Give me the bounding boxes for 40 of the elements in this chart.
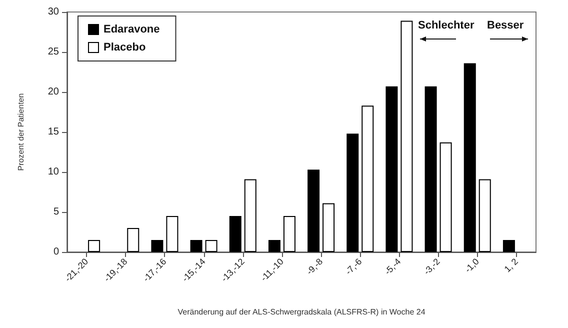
legend-label: Placebo bbox=[104, 42, 146, 54]
bar bbox=[440, 142, 452, 252]
bar bbox=[88, 240, 100, 252]
x-tick-label: 1, 2 bbox=[502, 256, 520, 274]
annotation: Besser bbox=[487, 20, 524, 32]
bar bbox=[151, 240, 164, 252]
bar bbox=[362, 106, 374, 252]
x-tick-label: -5,-4 bbox=[382, 256, 403, 277]
bar bbox=[190, 240, 202, 252]
bar bbox=[322, 203, 335, 252]
x-tick-label: -1,0 bbox=[462, 256, 481, 274]
bar bbox=[268, 240, 280, 252]
bar bbox=[127, 228, 140, 252]
bar bbox=[464, 63, 476, 252]
bar bbox=[166, 216, 178, 252]
x-tick-label: -3,-2 bbox=[422, 256, 442, 277]
bar bbox=[244, 179, 256, 252]
y-tick-label: 30 bbox=[48, 6, 60, 18]
annotation: Schlechter bbox=[418, 20, 475, 32]
bar bbox=[283, 216, 296, 252]
bar bbox=[478, 179, 491, 252]
x-tick-label: -7,-6 bbox=[344, 256, 364, 277]
bar bbox=[229, 216, 242, 252]
bar bbox=[400, 20, 413, 252]
y-tick-label: 25 bbox=[48, 46, 60, 58]
y-tick-label: 15 bbox=[48, 126, 60, 138]
y-tick-label: 10 bbox=[48, 166, 60, 178]
legend-label: Edaravone bbox=[104, 24, 160, 36]
bar bbox=[346, 134, 359, 252]
x-tick-label: -9,-8 bbox=[304, 256, 325, 277]
x-axis-title: Veränderung auf der ALS-Schwergradskala (ALSFRS-R) in Woche 24 bbox=[178, 308, 426, 316]
bar bbox=[424, 86, 437, 252]
bar bbox=[205, 240, 218, 252]
y-tick-label: 5 bbox=[53, 206, 60, 218]
bar bbox=[308, 170, 320, 252]
y-axis-title: Prozent der Patienten bbox=[16, 93, 26, 171]
y-tick-label: 0 bbox=[53, 246, 60, 258]
bar bbox=[386, 86, 398, 252]
bar bbox=[502, 240, 515, 252]
y-tick-label: 20 bbox=[48, 86, 60, 98]
